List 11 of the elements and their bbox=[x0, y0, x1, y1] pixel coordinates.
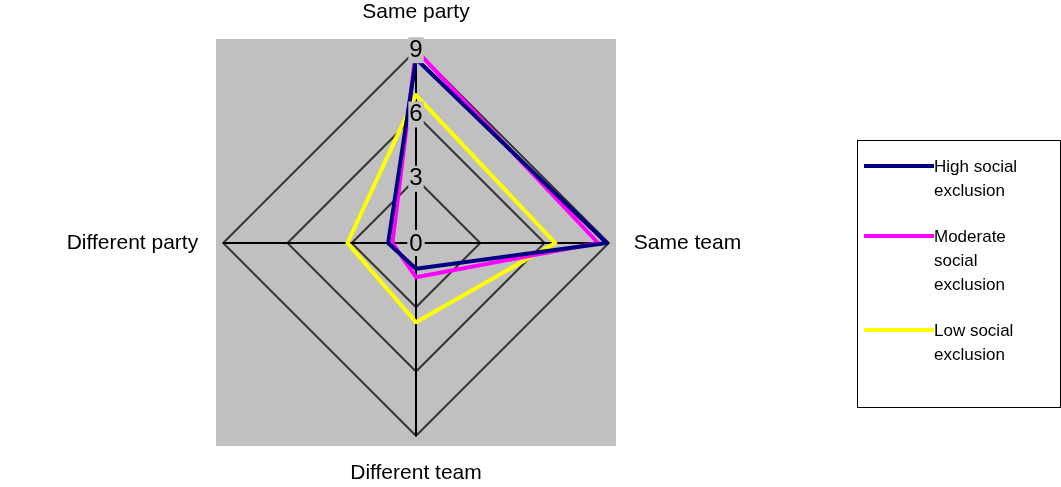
spoke-label: Different team bbox=[350, 460, 482, 484]
y-tick-label: 3 bbox=[409, 163, 423, 191]
legend-label: High social exclusion bbox=[934, 156, 1019, 202]
legend-label: Moderate social exclusion bbox=[934, 226, 1007, 296]
y-tick-label: 6 bbox=[409, 99, 423, 127]
spoke-label: Same party bbox=[362, 0, 471, 23]
spoke-label: Different party bbox=[66, 229, 199, 253]
legend-label: Low social exclusion bbox=[934, 320, 1015, 366]
y-tick-label: 9 bbox=[409, 34, 423, 62]
y-tick-label: 0 bbox=[409, 228, 423, 256]
spoke-label: Same team bbox=[633, 229, 742, 253]
